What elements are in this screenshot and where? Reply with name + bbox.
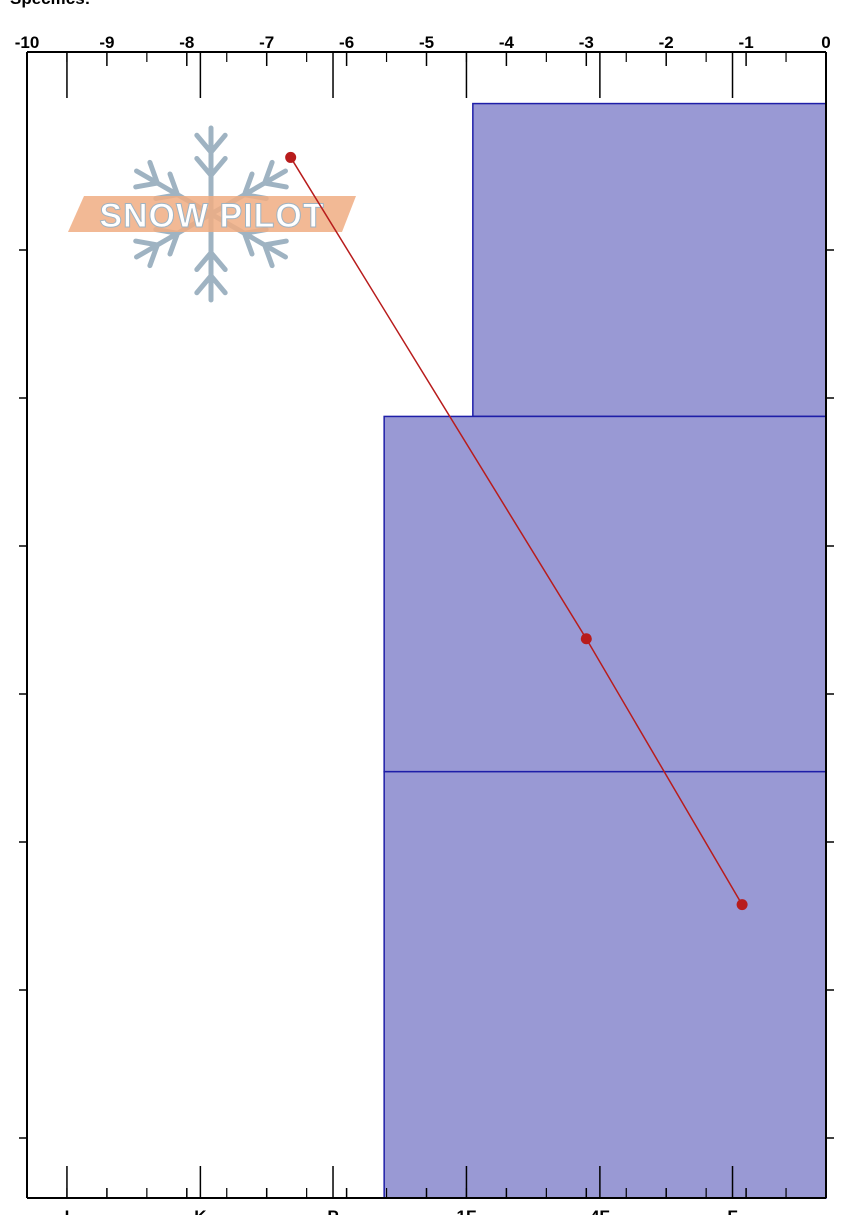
top-tick-label: -6 (339, 33, 354, 52)
temperature-profile (285, 151, 748, 911)
layer-bar-2 (383, 415, 827, 773)
hardness-tick-label: P (327, 1207, 338, 1215)
hardness-tick-label: 4F (590, 1207, 610, 1215)
top-tick-label: -7 (259, 33, 274, 52)
axis-labels: -10-9-8-7-6-5-4-3-2-10IKP1F4FF (15, 33, 831, 1215)
section-heading: Specifics: (10, 0, 90, 9)
top-tick-label: 0 (821, 33, 830, 52)
top-tick-label: -4 (499, 33, 515, 52)
top-tick-label: -1 (739, 33, 754, 52)
watermark: SNOW PILOT (68, 125, 356, 303)
layer-bar-1 (472, 102, 827, 418)
hardness-tick-label: F (727, 1207, 737, 1215)
top-tick-label: -9 (99, 33, 114, 52)
top-tick-label: -3 (579, 33, 594, 52)
layers-group (383, 102, 827, 1199)
hardness-tick-label: 1F (457, 1207, 477, 1215)
profile-point (285, 151, 297, 163)
top-tick-label: -10 (15, 33, 40, 52)
layer-bar-3 (383, 770, 827, 1199)
watermark-band (68, 196, 356, 232)
profile-point (580, 633, 592, 645)
hardness-tick-label: K (194, 1207, 207, 1215)
top-tick-label: -2 (659, 33, 674, 52)
top-tick-label: -5 (419, 33, 434, 52)
hardness-tick-label: I (65, 1207, 70, 1215)
axis-ticks (19, 52, 834, 1198)
profile-point (736, 899, 748, 911)
watermark-text: SNOW PILOT (99, 197, 324, 235)
top-tick-label: -8 (179, 33, 194, 52)
